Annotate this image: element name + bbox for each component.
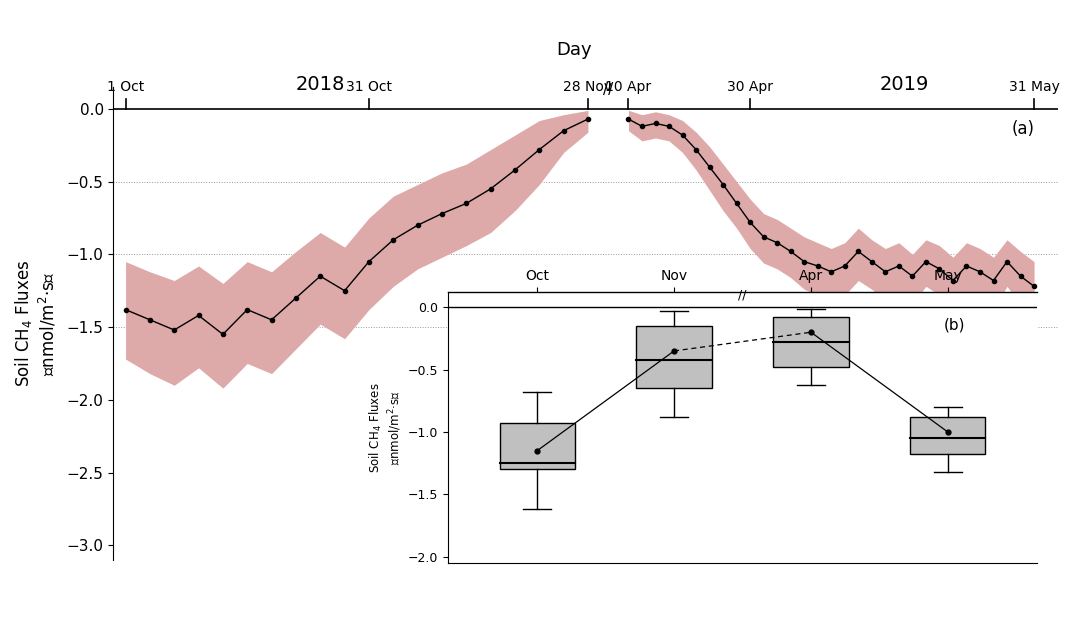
Bar — [500, 423, 575, 470]
Text: 2019: 2019 — [879, 75, 929, 95]
Bar — [636, 326, 712, 388]
Text: 1 Oct: 1 Oct — [107, 80, 145, 95]
Text: Day: Day — [556, 40, 592, 58]
Bar — [910, 417, 985, 455]
Text: //: // — [603, 82, 613, 97]
Text: 28 Nov: 28 Nov — [564, 80, 612, 95]
Text: //: // — [739, 288, 746, 301]
Text: 10 Apr: 10 Apr — [606, 80, 651, 95]
Y-axis label: Soil CH$_4$ Fluxes
（nmol/m$^2$·s）: Soil CH$_4$ Fluxes （nmol/m$^2$·s） — [13, 260, 58, 387]
Text: 2018: 2018 — [296, 75, 345, 95]
Text: (b): (b) — [944, 317, 966, 332]
Y-axis label: Soil CH$_4$ Fluxes
（nmol/m$^2$·s）: Soil CH$_4$ Fluxes （nmol/m$^2$·s） — [367, 383, 404, 473]
Text: 31 Oct: 31 Oct — [346, 80, 392, 95]
Text: 30 Apr: 30 Apr — [727, 80, 773, 95]
Bar — [773, 317, 849, 367]
Text: 31 May: 31 May — [1009, 80, 1059, 95]
Text: (a): (a) — [1012, 120, 1035, 138]
